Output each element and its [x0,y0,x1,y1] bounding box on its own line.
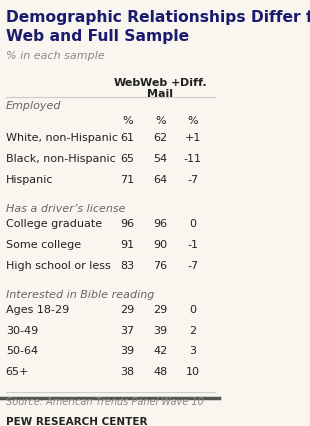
Text: 76: 76 [153,261,167,271]
Text: Hispanic: Hispanic [6,175,53,185]
Text: 3: 3 [189,346,197,357]
Text: 71: 71 [121,175,135,185]
Text: 62: 62 [153,133,167,143]
Text: 48: 48 [153,367,167,377]
Text: % in each sample: % in each sample [6,51,104,61]
Text: 54: 54 [153,154,167,164]
Text: 65+: 65+ [6,367,29,377]
Text: Black, non-Hispanic: Black, non-Hispanic [6,154,116,164]
Text: Some college: Some college [6,240,81,250]
Text: 29: 29 [121,305,135,315]
Text: Interested in Bible reading: Interested in Bible reading [6,290,154,299]
Text: 96: 96 [121,219,135,229]
Text: -11: -11 [184,154,202,164]
Text: College graduate: College graduate [6,219,102,229]
Text: 38: 38 [121,367,135,377]
Text: Web: Web [114,78,141,88]
Text: 42: 42 [153,346,167,357]
Text: 65: 65 [121,154,135,164]
Text: Source: American Trends Panel Wave 10: Source: American Trends Panel Wave 10 [6,397,204,407]
Text: 96: 96 [153,219,167,229]
Text: Employed: Employed [6,101,61,111]
Text: 50-64: 50-64 [6,346,38,357]
Text: Demographic Relationships Differ for
Web and Full Sample: Demographic Relationships Differ for Web… [6,10,310,44]
Text: 30-49: 30-49 [6,325,38,336]
Text: -7: -7 [187,261,198,271]
Text: Has a driver’s license: Has a driver’s license [6,204,125,214]
Text: +1: +1 [185,133,201,143]
Text: Diff.: Diff. [179,78,206,88]
Text: %: % [122,116,133,126]
Text: 83: 83 [121,261,135,271]
Text: 90: 90 [153,240,167,250]
Text: 37: 37 [121,325,135,336]
Text: 0: 0 [189,219,197,229]
Text: 29: 29 [153,305,167,315]
Text: -1: -1 [188,240,198,250]
Text: -7: -7 [187,175,198,185]
Text: 10: 10 [186,367,200,377]
Text: 61: 61 [121,133,135,143]
Text: Web +
Mail: Web + Mail [140,78,180,99]
Text: %: % [188,116,198,126]
Text: White, non-Hispanic: White, non-Hispanic [6,133,118,143]
Text: 39: 39 [153,325,167,336]
Text: 0: 0 [189,305,197,315]
Text: High school or less: High school or less [6,261,110,271]
Text: 39: 39 [121,346,135,357]
Text: 91: 91 [121,240,135,250]
Text: Ages 18-29: Ages 18-29 [6,305,69,315]
Text: 2: 2 [189,325,197,336]
Text: PEW RESEARCH CENTER: PEW RESEARCH CENTER [6,417,147,426]
Text: %: % [155,116,166,126]
Text: 64: 64 [153,175,167,185]
